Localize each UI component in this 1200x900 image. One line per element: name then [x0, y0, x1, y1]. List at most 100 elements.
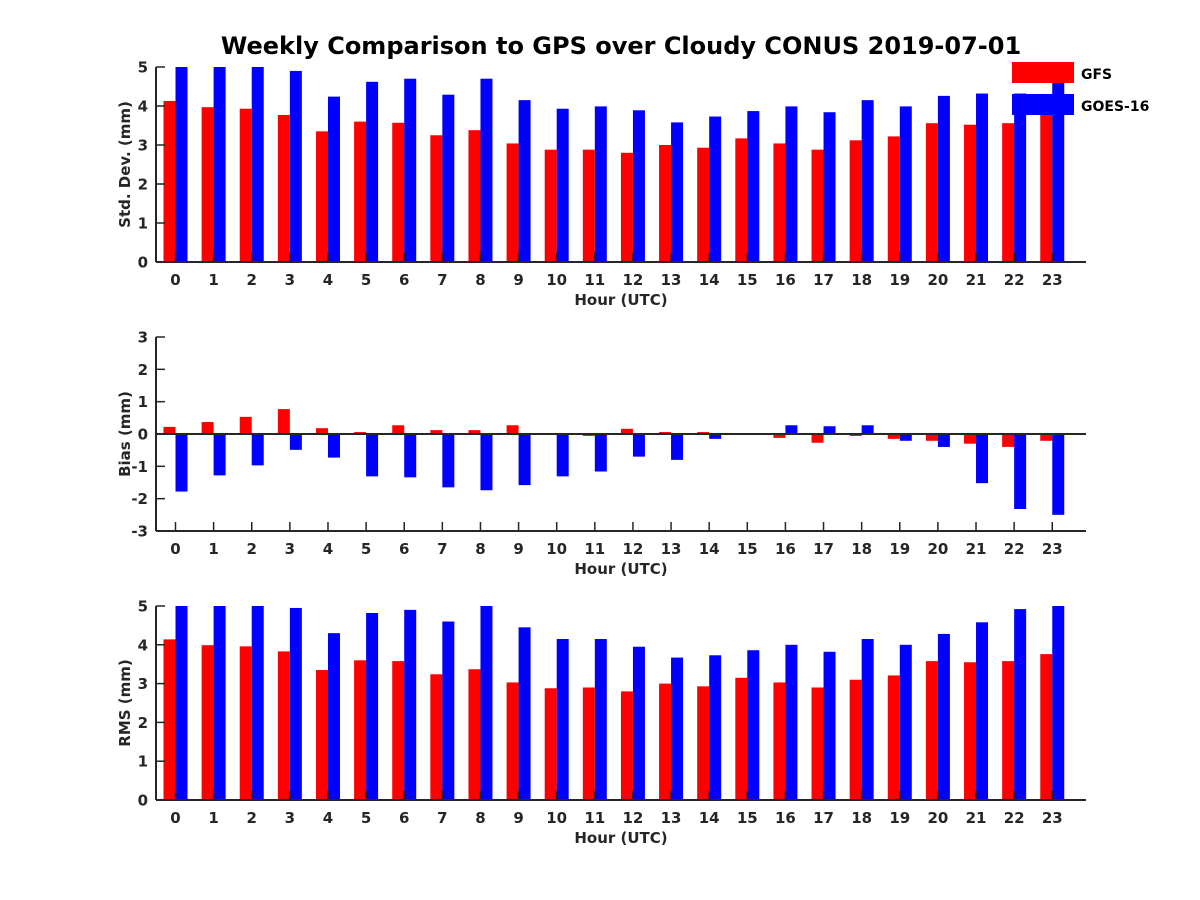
x-tick-label: 6 [399, 540, 409, 558]
x-tick-label: 13 [661, 540, 682, 558]
bar-goes16-11 [594, 434, 607, 472]
x-tick-label: 8 [475, 809, 485, 827]
x-tick-label: 12 [623, 809, 644, 827]
x-tick-label: 14 [699, 809, 720, 827]
y-tick-label: 0 [138, 792, 148, 810]
x-tick-label: 23 [1042, 809, 1063, 827]
bar-gfs-4 [315, 670, 328, 800]
bar-gfs-16 [773, 682, 786, 800]
bar-gfs-20 [925, 123, 938, 262]
bar-gfs-19 [887, 675, 900, 800]
bar-goes16-10 [556, 434, 569, 477]
bar-gfs-16 [773, 434, 786, 438]
x-tick-label: 1 [208, 540, 218, 558]
legend-swatch-gfs [1012, 62, 1074, 83]
y-axis-label: Std. Dev. (mm) [116, 101, 134, 228]
x-tick-label: 8 [475, 271, 485, 289]
y-tick-label: 4 [138, 636, 148, 654]
x-tick-label: 14 [699, 271, 720, 289]
bar-gfs-6 [392, 661, 405, 800]
bar-goes16-21 [976, 434, 989, 484]
x-tick-label: 13 [661, 271, 682, 289]
bar-goes16-7 [442, 94, 455, 262]
x-tick-label: 2 [247, 540, 257, 558]
bar-goes16-1 [213, 434, 226, 476]
x-tick-label: 9 [513, 809, 523, 827]
legend: GFS GOES-16 [1012, 62, 1149, 115]
bar-gfs-21 [964, 124, 977, 262]
bar-gfs-2 [239, 646, 252, 800]
bar-gfs-11 [582, 687, 595, 800]
x-tick-label: 21 [966, 540, 987, 558]
bar-gfs-23 [1040, 434, 1053, 441]
x-tick-label: 7 [437, 540, 447, 558]
x-tick-label: 2 [247, 809, 257, 827]
bar-gfs-12 [620, 428, 633, 434]
x-tick-label: 16 [775, 271, 796, 289]
x-tick-label: 17 [813, 540, 834, 558]
x-tick-label: 13 [661, 809, 682, 827]
bar-gfs-23 [1040, 654, 1053, 800]
bar-goes16-12 [632, 434, 645, 457]
x-tick-label: 19 [889, 540, 910, 558]
bar-goes16-9 [518, 100, 531, 263]
bar-gfs-1 [201, 645, 214, 800]
legend-swatch-goes16 [1012, 94, 1074, 115]
x-tick-label: 10 [546, 540, 567, 558]
x-tick-label: 22 [1004, 271, 1025, 289]
bar-gfs-7 [430, 135, 443, 262]
y-axis-label: Bias (mm) [116, 391, 134, 477]
y-tick-label: 1 [138, 753, 148, 771]
bar-goes16-20 [937, 95, 950, 262]
x-tick-label: 19 [889, 809, 910, 827]
bar-goes16-1 [213, 67, 226, 262]
bar-goes16-13 [671, 122, 684, 262]
x-tick-label: 8 [475, 540, 485, 558]
x-tick-label: 17 [813, 809, 834, 827]
bar-gfs-18 [849, 140, 862, 262]
y-tick-label: 3 [138, 329, 148, 347]
y-axis-label: RMS (mm) [116, 659, 134, 746]
bar-goes16-16 [785, 425, 798, 434]
bar-goes16-0 [175, 434, 188, 492]
x-tick-label: 6 [399, 271, 409, 289]
bar-goes16-22 [1014, 434, 1027, 510]
chart-title: Weekly Comparison to GPS over Cloudy CON… [221, 32, 1021, 60]
bar-gfs-23 [1040, 114, 1053, 262]
bar-goes16-13 [671, 434, 684, 460]
bar-gfs-12 [620, 152, 633, 262]
bar-gfs-8 [468, 130, 481, 262]
x-tick-label: 12 [623, 271, 644, 289]
bar-goes16-7 [442, 434, 455, 488]
x-tick-label: 5 [361, 809, 371, 827]
bar-goes16-16 [785, 644, 798, 800]
y-tick-label: 5 [138, 598, 148, 616]
y-tick-label: 4 [138, 98, 148, 116]
bar-goes16-19 [899, 106, 912, 262]
bar-goes16-23 [1052, 606, 1065, 800]
x-tick-label: 10 [546, 809, 567, 827]
bar-goes16-21 [976, 93, 989, 263]
x-tick-label: 23 [1042, 271, 1063, 289]
bar-goes16-18 [861, 638, 874, 800]
x-tick-label: 17 [813, 271, 834, 289]
x-tick-label: 2 [247, 271, 257, 289]
bar-gfs-10 [544, 149, 557, 262]
bar-goes16-12 [632, 646, 645, 800]
x-tick-label: 7 [437, 809, 447, 827]
bar-goes16-14 [709, 434, 722, 439]
y-tick-label: 2 [138, 714, 148, 732]
bar-gfs-22 [1002, 434, 1015, 447]
bar-gfs-9 [506, 682, 519, 800]
bar-goes16-4 [327, 434, 340, 458]
x-tick-label: 18 [851, 809, 872, 827]
bar-goes16-3 [289, 434, 302, 450]
legend-label-goes16: GOES-16 [1081, 99, 1149, 115]
x-tick-label: 1 [208, 809, 218, 827]
bar-goes16-17 [823, 112, 836, 263]
bar-goes16-14 [709, 116, 722, 262]
bar-goes16-21 [976, 622, 989, 800]
bar-goes16-2 [251, 606, 264, 800]
y-tick-label: 3 [138, 675, 148, 693]
